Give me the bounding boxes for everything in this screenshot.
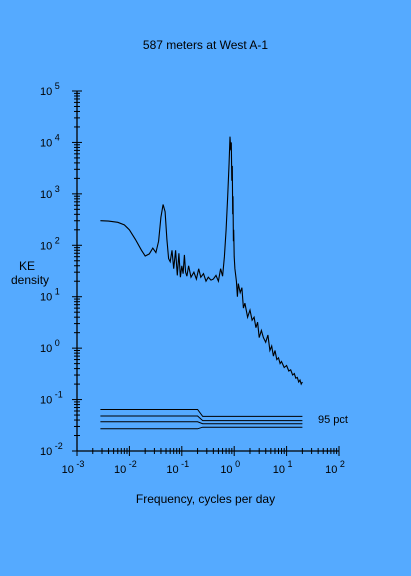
x-tick-label: 10 -3 <box>62 459 85 476</box>
x-tick-label: 10 0 <box>220 459 240 476</box>
x-tick-label: 10 2 <box>325 459 345 476</box>
confidence-label: 95 pct <box>318 414 348 426</box>
spectrum-line <box>100 136 303 386</box>
x-tick-label: 10 1 <box>273 459 293 476</box>
chart-title: 587 meters at West A-1 <box>142 38 269 52</box>
y-tick-label: 10 3 <box>40 184 60 201</box>
y-axis-label-line1: KE <box>19 259 36 273</box>
confidence-line <box>100 409 303 417</box>
y-tick-label: 10 -1 <box>40 390 63 407</box>
x-tick-label: 10 -2 <box>114 459 137 476</box>
confidence-line <box>100 415 303 422</box>
x-tick-label: 10 -1 <box>166 459 189 476</box>
confidence-line <box>100 426 303 430</box>
confidence-line <box>100 421 303 425</box>
y-tick-label: 10 2 <box>40 235 60 252</box>
y-tick-label: 10 4 <box>40 132 60 149</box>
x-axis-label: Frequency, cycles per day <box>135 492 276 506</box>
y-tick-label: 10 0 <box>40 338 60 355</box>
y-tick-label: 10 5 <box>40 81 60 98</box>
y-axis-label-line2: density <box>11 273 50 287</box>
y-tick-label: 10 1 <box>40 287 60 304</box>
y-tick-label: 10 -2 <box>40 441 63 458</box>
